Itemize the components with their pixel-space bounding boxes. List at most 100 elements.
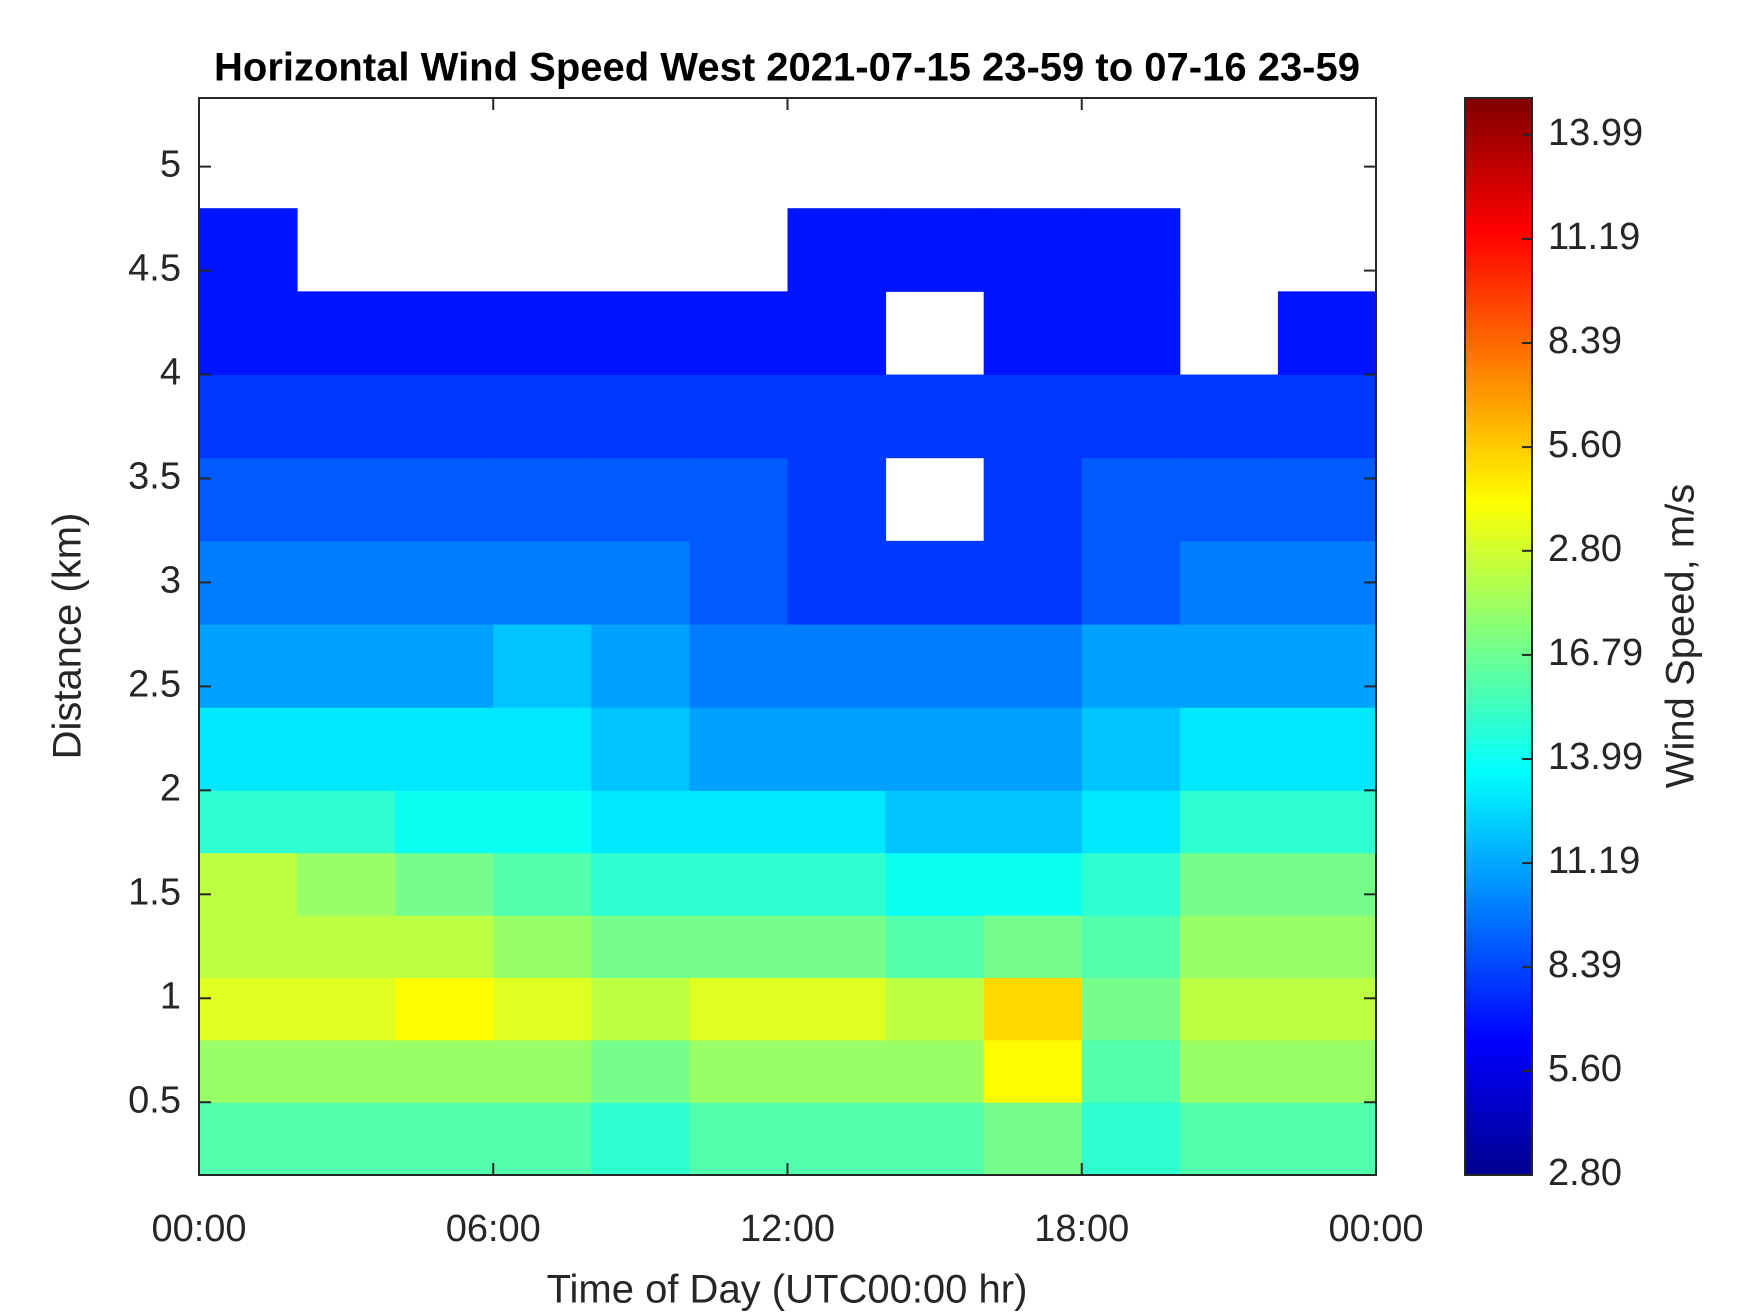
heatmap-cell xyxy=(983,457,1083,542)
heatmap-cell xyxy=(395,624,494,708)
heatmap-cell xyxy=(297,624,396,708)
heatmap-cell xyxy=(591,291,690,376)
heatmap-cell xyxy=(1081,208,1181,292)
heatmap-cell xyxy=(1081,977,1181,1041)
x-axis-label: Time of Day (UTC00:00 hr) xyxy=(547,1268,1028,1312)
y-tick-label: 0.5 xyxy=(128,1079,181,1121)
colorbar-tick-label: 2.80 xyxy=(1548,528,1622,570)
heatmap-cell xyxy=(1179,977,1279,1041)
x-tick-label: 00:00 xyxy=(1328,1208,1423,1250)
heatmap-cell xyxy=(199,915,298,978)
heatmap-cell xyxy=(297,457,396,542)
heatmap-cell xyxy=(395,540,494,625)
colorbar-tick-label: 8.39 xyxy=(1548,944,1622,986)
heatmap-cell xyxy=(395,852,494,916)
heatmap-cell xyxy=(591,790,690,854)
heatmap-cell xyxy=(787,790,887,854)
heatmap-cell xyxy=(1179,852,1279,916)
heatmap-cell xyxy=(689,291,788,376)
heatmap-cell xyxy=(591,707,690,791)
heatmap-cell xyxy=(1277,291,1377,376)
colorbar-tick-label: 5.60 xyxy=(1548,1048,1622,1090)
heatmap-cell xyxy=(493,707,592,791)
heatmap-cell xyxy=(297,1039,396,1103)
heatmap-cell xyxy=(885,852,985,916)
heatmap-cell xyxy=(1277,790,1377,854)
heatmap-cell xyxy=(689,624,788,708)
heatmap-cell xyxy=(395,291,494,376)
heatmap-cell xyxy=(787,291,887,376)
heatmap-cell xyxy=(591,1102,690,1176)
heatmap-cell xyxy=(1081,1102,1181,1176)
heatmap-cell xyxy=(983,208,1083,292)
heatmap-cell xyxy=(591,977,690,1041)
heatmap-cell xyxy=(1179,1039,1279,1103)
heatmap-cell xyxy=(689,915,788,978)
heatmap-cell xyxy=(787,1102,887,1176)
heatmap-cell xyxy=(199,540,298,625)
heatmap-cell xyxy=(493,457,592,542)
heatmap-cell xyxy=(885,977,985,1041)
heatmap-cell xyxy=(983,790,1083,854)
heatmap-cell xyxy=(297,790,396,854)
heatmap-cell xyxy=(395,915,494,978)
heatmap-cell xyxy=(395,1039,494,1103)
heatmap-cell xyxy=(199,208,298,292)
colorbar-tick-label: 11.19 xyxy=(1548,216,1640,258)
heatmap-cell xyxy=(787,1039,887,1103)
heatmap-cell xyxy=(1277,852,1377,916)
colorbar-tick-label: 13.99 xyxy=(1548,736,1643,778)
heatmap-cell xyxy=(1081,624,1181,708)
heatmap-cell xyxy=(787,208,887,292)
heatmap-cell xyxy=(199,291,298,376)
heatmap-cell xyxy=(591,624,690,708)
heatmap-cell xyxy=(689,790,788,854)
colorbar-tick-label: 5.60 xyxy=(1548,424,1622,466)
y-tick-label: 5 xyxy=(160,144,181,186)
heatmap-cell xyxy=(689,707,788,791)
heatmap-cell xyxy=(689,1102,788,1176)
heatmap-cell xyxy=(983,707,1083,791)
heatmap-cell xyxy=(885,915,985,978)
heatmap-cell xyxy=(199,852,298,916)
heatmap-cell xyxy=(885,1102,985,1176)
heatmap-cell xyxy=(297,1102,396,1176)
heatmap xyxy=(199,208,1377,1176)
heatmap-cell xyxy=(199,977,298,1041)
heatmap-cell xyxy=(493,1102,592,1176)
heatmap-cell xyxy=(983,624,1083,708)
heatmap-cell xyxy=(493,624,592,708)
heatmap-cell xyxy=(493,540,592,625)
heatmap-cell xyxy=(983,540,1083,625)
heatmap-cell xyxy=(1081,707,1181,791)
heatmap-cell xyxy=(787,540,887,625)
x-tick-label: 06:00 xyxy=(446,1208,541,1250)
heatmap-cell xyxy=(1277,374,1377,459)
heatmap-cell xyxy=(1277,1102,1377,1176)
heatmap-cell xyxy=(787,624,887,708)
heatmap-cell xyxy=(885,624,985,708)
heatmap-cell xyxy=(591,374,690,459)
colorbar-label: Wind Speed, m/s xyxy=(1659,484,1703,789)
heatmap-cell xyxy=(395,977,494,1041)
heatmap-cell xyxy=(983,374,1083,459)
heatmap-cell xyxy=(885,540,985,625)
colorbar xyxy=(1464,97,1533,1176)
heatmap-cell xyxy=(199,1039,298,1103)
heatmap-cell xyxy=(885,790,985,854)
heatmap-cell xyxy=(199,707,298,791)
heatmap-cell xyxy=(1081,790,1181,854)
heatmap-cell xyxy=(885,1039,985,1103)
heatmap-cell xyxy=(885,707,985,791)
heatmap-cell xyxy=(199,1102,298,1176)
heatmap-cell xyxy=(983,852,1083,916)
heatmap-cell xyxy=(1081,457,1181,542)
heatmap-cell xyxy=(297,852,396,916)
heatmap-cell xyxy=(689,977,788,1041)
heatmap-cell xyxy=(689,1039,788,1103)
heatmap-cell xyxy=(297,374,396,459)
heatmap-cell xyxy=(591,457,690,542)
heatmap-cell xyxy=(983,1102,1083,1176)
heatmap-cell xyxy=(1179,624,1279,708)
